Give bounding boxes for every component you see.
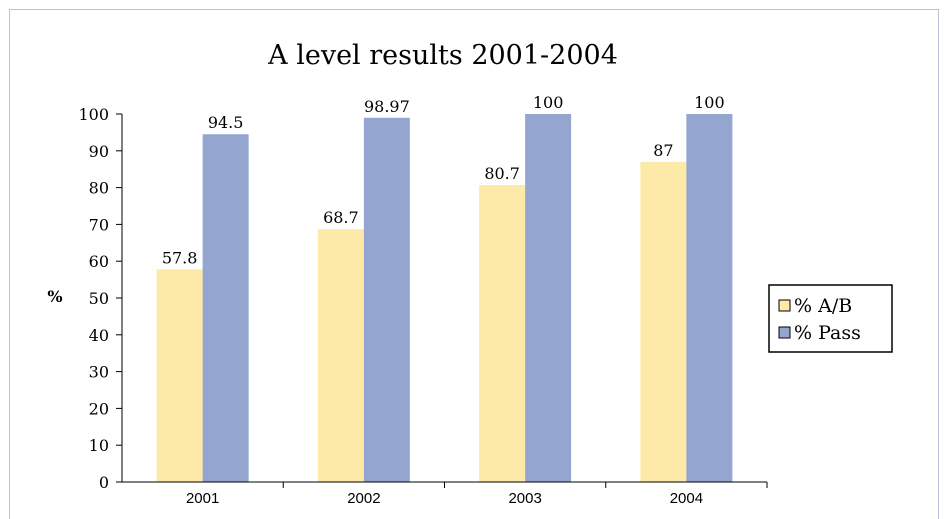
y-tick-label: 100 [78, 105, 109, 124]
legend-label-series-1: % A/B [794, 295, 852, 317]
data-label-2002-series-1: 68.7 [323, 208, 359, 227]
legend-swatch-series-2 [778, 326, 791, 339]
bar-2003-series-1 [479, 185, 526, 483]
x-tick-label: 2002 [347, 490, 380, 507]
bar-2002-series-2 [363, 117, 410, 482]
y-tick-label: 60 [89, 252, 109, 271]
bar-2001-series-1 [156, 269, 203, 482]
legend-label-series-2: % Pass [794, 322, 861, 344]
data-label-2004-series-2: 100 [694, 93, 725, 112]
x-tick-label: 2001 [186, 490, 219, 507]
data-label-2001-series-1: 57.8 [162, 248, 198, 267]
data-label-2004-series-1: 87 [653, 141, 673, 160]
data-label-2003-series-1: 80.7 [484, 164, 520, 183]
x-tick-label: 2004 [670, 490, 703, 507]
x-tick-label: 2003 [508, 490, 541, 507]
y-tick-label: 80 [89, 179, 109, 198]
y-tick-label: 50 [89, 289, 109, 308]
y-tick-label: 30 [89, 363, 109, 382]
data-label-2002-series-2: 98.97 [364, 97, 410, 116]
legend-swatch-series-1 [778, 299, 791, 312]
data-label-2003-series-2: 100 [533, 93, 564, 112]
y-tick-label: 20 [89, 399, 109, 418]
chart-title: A level results 2001-2004 [267, 40, 618, 71]
chart-frame [9, 9, 939, 519]
y-axis-label: % [47, 287, 62, 306]
bar-2001-series-2 [202, 134, 249, 483]
y-tick-label: 70 [89, 215, 109, 234]
legend: % A/B % Pass [768, 284, 893, 353]
bar-2004-series-2 [686, 114, 733, 482]
bar-2004-series-1 [640, 161, 687, 482]
y-tick-label: 10 [89, 436, 109, 455]
bar-2003-series-2 [525, 114, 572, 482]
plot-area: 57.894.5200168.798.97200280.710020038710… [78, 93, 768, 507]
y-tick-label: 0 [99, 473, 109, 492]
legend-box [768, 284, 893, 353]
data-label-2001-series-2: 94.5 [208, 113, 244, 132]
y-tick-label: 40 [89, 326, 109, 345]
y-tick-label: 90 [89, 142, 109, 161]
bar-2002-series-1 [317, 229, 364, 482]
